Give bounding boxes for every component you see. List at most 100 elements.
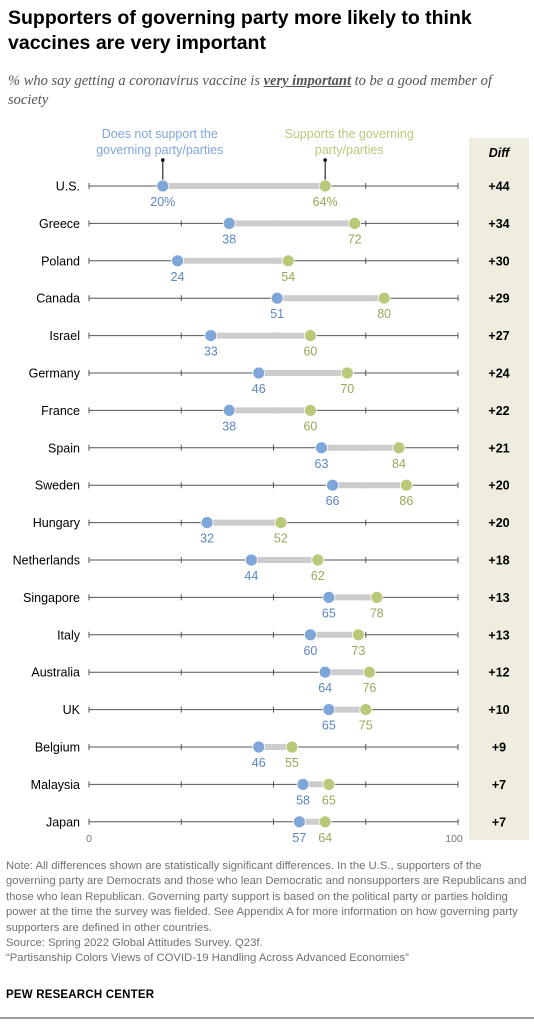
dot-supporters bbox=[340, 366, 354, 380]
value-label-supporters: 62 bbox=[311, 569, 325, 583]
value-label-non-supporters: 65 bbox=[322, 719, 336, 733]
chart-subtitle: % who say getting a coronavirus vaccine … bbox=[8, 72, 526, 110]
dot-supporters bbox=[285, 740, 299, 754]
value-label-non-supporters: 57 bbox=[292, 831, 306, 845]
country-label: U.S. bbox=[56, 180, 80, 194]
diff-value: +12 bbox=[488, 666, 509, 680]
value-label-non-supporters: 58 bbox=[296, 793, 310, 807]
bottom-divider bbox=[0, 1017, 534, 1019]
value-label-supporters: 54 bbox=[281, 270, 295, 284]
diff-value: +27 bbox=[488, 329, 509, 343]
dot-supporters bbox=[303, 403, 317, 417]
diff-value: +22 bbox=[488, 404, 509, 418]
dot-supporters bbox=[363, 665, 376, 679]
diff-panel bbox=[469, 138, 529, 840]
dot-non-supporters bbox=[171, 254, 184, 268]
diff-value: +13 bbox=[488, 591, 509, 605]
chart-notes: Note: All differences shown are statisti… bbox=[6, 859, 528, 967]
country-label: Poland bbox=[41, 254, 80, 268]
dot-non-supporters bbox=[252, 740, 266, 754]
dot-non-supporters bbox=[270, 291, 284, 305]
dot-non-supporters bbox=[322, 590, 336, 604]
dot-supporters bbox=[318, 815, 332, 829]
legend-sup: Supports the governing party/parties bbox=[285, 127, 414, 157]
dot-supporters bbox=[370, 590, 384, 604]
diff-header: Diff bbox=[489, 146, 511, 160]
dot-supporters bbox=[377, 291, 391, 305]
country-label: Japan bbox=[46, 815, 80, 829]
diff-value: +7 bbox=[492, 815, 506, 829]
value-label-non-supporters: 46 bbox=[252, 382, 266, 396]
country-label: France bbox=[41, 404, 80, 418]
country-label: Hungary bbox=[33, 516, 81, 530]
dot-non-supporters bbox=[322, 703, 336, 716]
value-label-supporters: 73 bbox=[351, 644, 365, 658]
chart-title: Supporters of governing party more likel… bbox=[8, 7, 472, 54]
country-label: Canada bbox=[36, 292, 80, 306]
value-label-non-supporters: 33 bbox=[204, 345, 218, 359]
legend-pointer-dot-sup bbox=[323, 158, 327, 162]
dot-supporters bbox=[322, 778, 336, 791]
value-label-supporters: 80 bbox=[377, 307, 391, 321]
value-label-supporters: 65 bbox=[322, 793, 336, 807]
diff-value: +9 bbox=[492, 741, 506, 755]
dot-non-supporters bbox=[318, 665, 332, 679]
diff-value: +20 bbox=[488, 479, 509, 493]
value-label-supporters: 52 bbox=[274, 532, 288, 546]
dot-non-supporters bbox=[315, 441, 328, 455]
value-label-non-supporters: 38 bbox=[222, 232, 236, 246]
dot-non-supporters bbox=[204, 329, 218, 343]
country-label: Greece bbox=[39, 217, 80, 231]
x-tick-label-min: 0 bbox=[86, 833, 92, 845]
diff-value: +29 bbox=[488, 292, 509, 306]
legend-non: Does not support the governing party/part… bbox=[96, 127, 223, 157]
value-label-non-supporters: 63 bbox=[315, 457, 329, 471]
value-label-non-supporters: 64 bbox=[318, 681, 332, 695]
value-label-non-supporters: 66 bbox=[326, 494, 340, 508]
value-label-supporters: 84 bbox=[392, 457, 406, 471]
value-label-supporters: 60 bbox=[303, 345, 317, 359]
value-label-non-supporters: 51 bbox=[270, 307, 284, 321]
dot-supporters bbox=[303, 329, 317, 343]
value-label-supporters: 76 bbox=[362, 681, 376, 695]
legend-pointer-dot-non bbox=[161, 158, 165, 162]
dot-non-supporters bbox=[222, 217, 236, 230]
country-label: Belgium bbox=[35, 741, 80, 755]
dot-supporters bbox=[318, 179, 332, 193]
dot-non-supporters bbox=[326, 478, 339, 492]
dot-supporters bbox=[281, 254, 295, 268]
dot-supporters bbox=[311, 553, 325, 567]
source-text: Source: Spring 2022 Global Attitudes Sur… bbox=[6, 937, 263, 950]
dot-plot-chart: Diff Does not support the governing party/… bbox=[13, 127, 529, 845]
dot-non-supporters bbox=[156, 179, 170, 193]
country-label: Italy bbox=[57, 628, 81, 642]
value-label-non-supporters: 44 bbox=[244, 569, 258, 583]
dot-non-supporters bbox=[303, 628, 317, 642]
dot-non-supporters bbox=[200, 516, 214, 530]
diff-value: +7 bbox=[492, 778, 506, 792]
value-label-non-supporters: 24 bbox=[171, 270, 185, 284]
value-label-supporters: 75 bbox=[359, 719, 373, 733]
value-label-non-supporters: 60 bbox=[303, 644, 317, 658]
dot-supporters bbox=[348, 217, 362, 230]
dot-non-supporters bbox=[252, 366, 266, 380]
value-label-supporters: 55 bbox=[285, 756, 299, 770]
diff-value: +20 bbox=[488, 516, 509, 530]
country-label: Singapore bbox=[23, 591, 80, 605]
diff-value: +44 bbox=[488, 180, 509, 194]
subtitle-tail: to be a good member of society bbox=[8, 73, 492, 108]
dot-supporters bbox=[399, 478, 413, 492]
value-label-supporters: 64% bbox=[313, 195, 338, 209]
country-label: Spain bbox=[48, 441, 80, 455]
value-label-supporters: 64 bbox=[318, 831, 332, 845]
diff-value: +18 bbox=[488, 554, 509, 568]
country-label: Malaysia bbox=[31, 778, 80, 792]
dot-supporters bbox=[392, 441, 406, 455]
value-label-non-supporters: 20% bbox=[150, 195, 175, 209]
country-label: Germany bbox=[29, 367, 81, 381]
dot-non-supporters bbox=[292, 815, 306, 829]
diff-value: +10 bbox=[488, 703, 509, 717]
country-label: Australia bbox=[31, 666, 80, 680]
diff-value: +30 bbox=[488, 254, 509, 268]
report-title: “Partisanship Colors Views of COVID-19 H… bbox=[6, 952, 409, 965]
